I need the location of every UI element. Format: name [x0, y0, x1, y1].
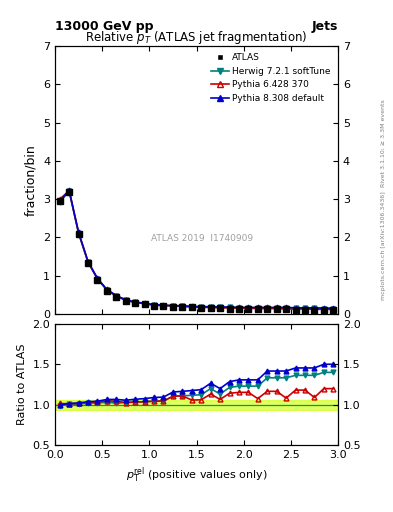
Text: mcplots.cern.ch [arXiv:1306.3436]: mcplots.cern.ch [arXiv:1306.3436]	[381, 191, 386, 300]
X-axis label: $p_{\mathrm{T}}^{\mathrm{rel}}$ (positive values only): $p_{\mathrm{T}}^{\mathrm{rel}}$ (positiv…	[126, 466, 267, 485]
Text: 13000 GeV pp: 13000 GeV pp	[55, 20, 154, 33]
Text: Rivet 3.1.10; ≥ 3.3M events: Rivet 3.1.10; ≥ 3.3M events	[381, 99, 386, 187]
Text: Jets: Jets	[312, 20, 338, 33]
Text: ATLAS 2019  I1740909: ATLAS 2019 I1740909	[151, 234, 253, 243]
Y-axis label: fraction/bin: fraction/bin	[24, 144, 37, 216]
Y-axis label: Ratio to ATLAS: Ratio to ATLAS	[17, 344, 27, 425]
Bar	[55, 400, 338, 410]
Title: Relative $p_T$ (ATLAS jet fragmentation): Relative $p_T$ (ATLAS jet fragmentation)	[85, 29, 308, 46]
Legend: ATLAS, Herwig 7.2.1 softTune, Pythia 6.428 370, Pythia 8.308 default: ATLAS, Herwig 7.2.1 softTune, Pythia 6.4…	[208, 51, 334, 105]
